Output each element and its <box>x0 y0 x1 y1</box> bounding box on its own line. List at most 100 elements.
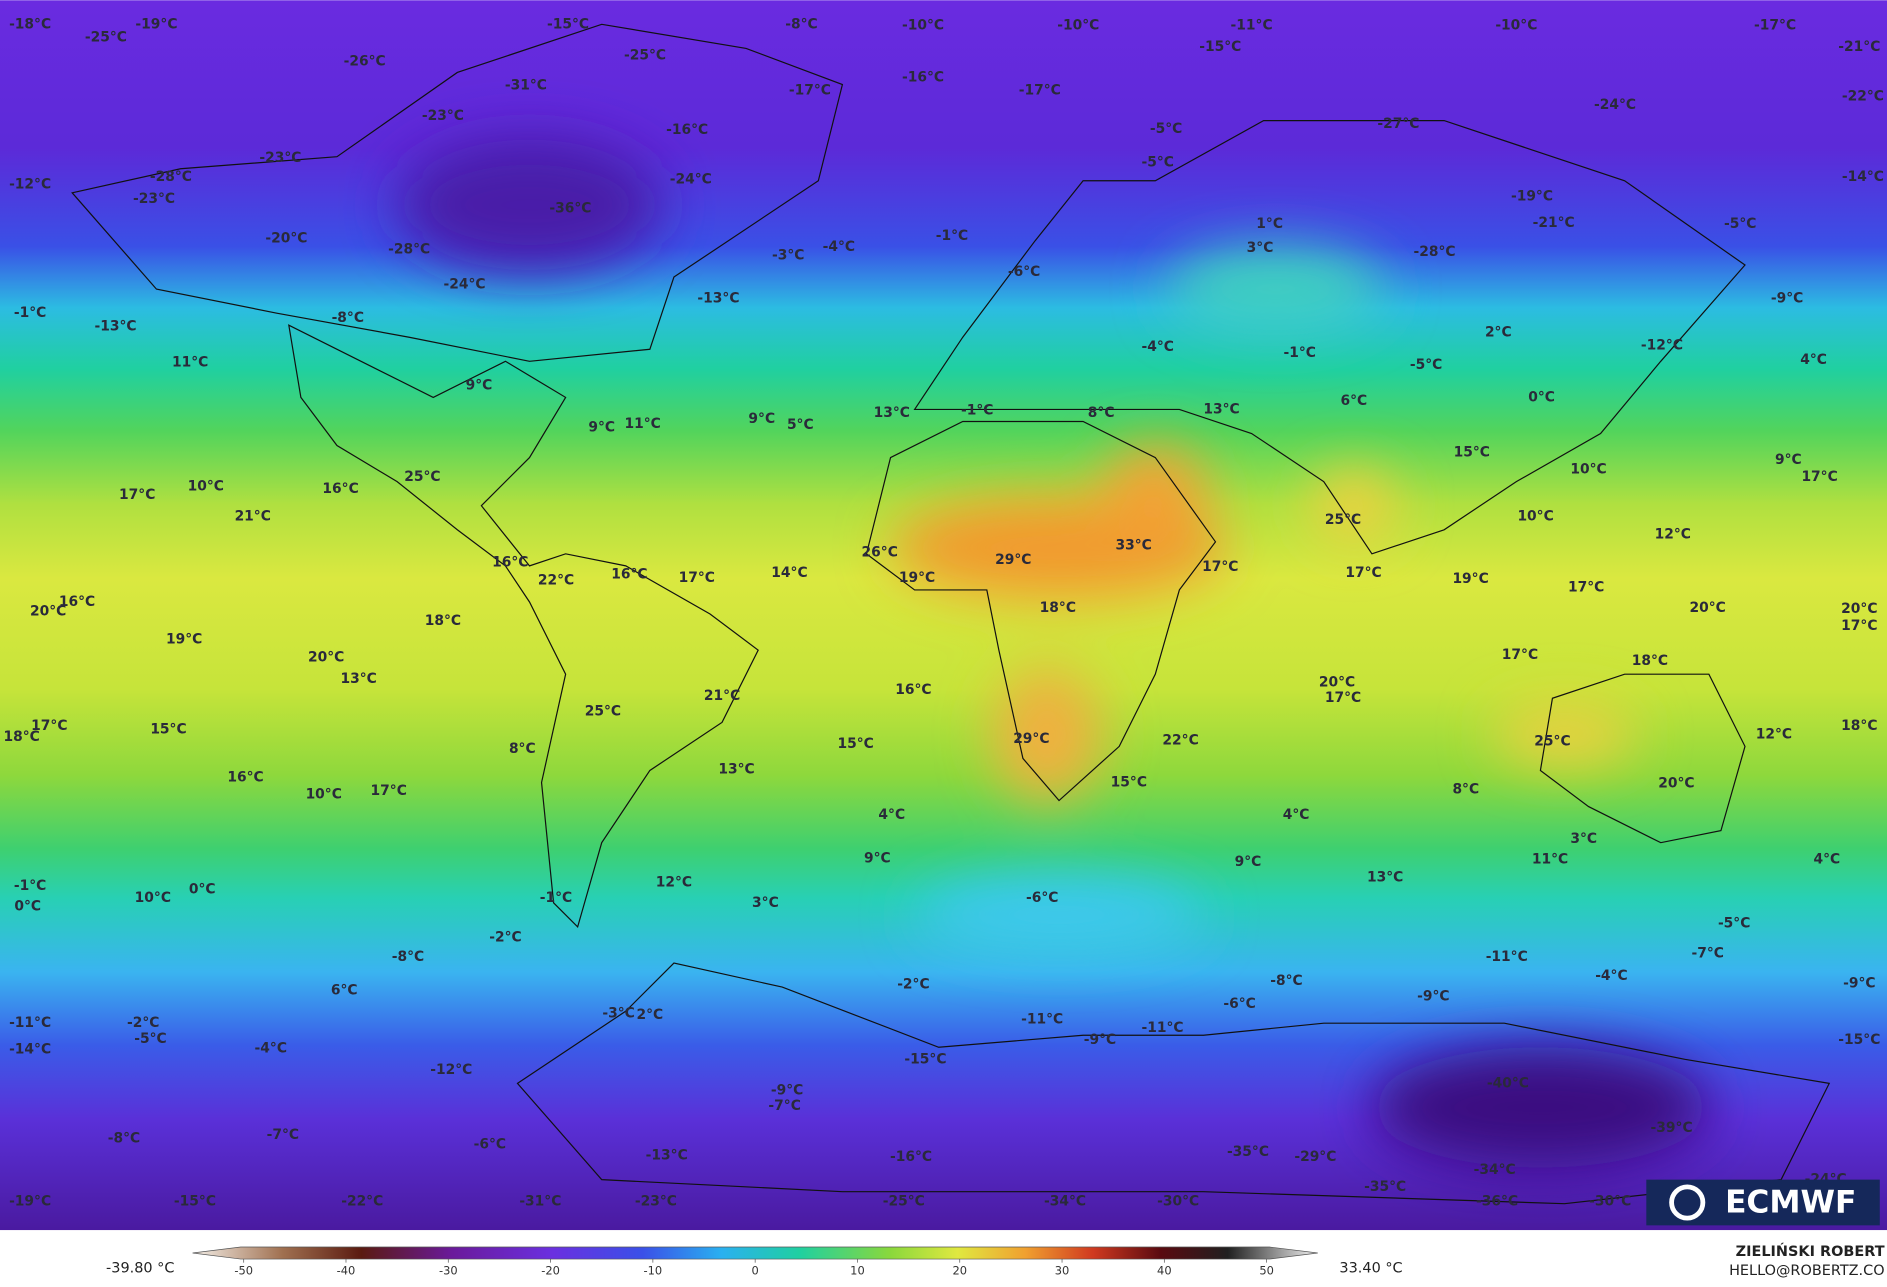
temperature-label: 33°C <box>1115 537 1151 553</box>
temperature-label: 10°C <box>188 478 224 494</box>
temperature-label: 16°C <box>59 594 95 610</box>
colorbar-tick-label: 10 <box>850 1264 865 1278</box>
temperature-label: -10°C <box>1057 18 1099 34</box>
temperature-label: 17°C <box>1801 469 1837 485</box>
temperature-label: -11°C <box>1231 18 1273 34</box>
temperature-label: 11°C <box>172 354 208 370</box>
temperature-label: -31°C <box>519 1193 561 1209</box>
temperature-label: -36°C <box>1476 1193 1518 1209</box>
temperature-label: -3°C <box>772 247 804 263</box>
temperature-label: -28°C <box>1413 244 1455 260</box>
temperature-label: -5°C <box>1141 155 1173 171</box>
temperature-label: -30°C <box>1589 1193 1631 1209</box>
temperature-label: -19°C <box>9 1193 51 1209</box>
temperature-label: -26°C <box>344 54 386 70</box>
temperature-label: 4°C <box>1283 807 1310 823</box>
temperature-label: 17°C <box>1345 565 1381 581</box>
temperature-label: -21°C <box>1533 215 1575 231</box>
temperature-label: -1°C <box>14 305 46 321</box>
temperature-label: -23°C <box>259 150 301 166</box>
temperature-label: 9°C <box>466 377 493 393</box>
temperature-label: -10°C <box>902 18 944 34</box>
temperature-label: 2°C <box>1485 324 1512 340</box>
temperature-label: -19°C <box>1511 188 1553 204</box>
temperature-label: 26°C <box>862 545 898 561</box>
temperature-label: 18°C <box>1632 653 1668 669</box>
temperature-label: -9°C <box>771 1083 803 1099</box>
temperature-label: -11°C <box>9 1015 51 1031</box>
temperature-label: -15°C <box>1838 1032 1880 1048</box>
temperature-label: -5°C <box>1718 915 1750 931</box>
temperature-label: 15°C <box>1111 774 1147 790</box>
temperature-label: -6°C <box>1223 996 1255 1012</box>
temperature-label: -1°C <box>1284 345 1316 361</box>
temperature-label: -11°C <box>1486 949 1528 965</box>
temperature-label: 10°C <box>135 890 171 906</box>
temperature-label: -7°C <box>768 1098 800 1114</box>
temperature-label: 17°C <box>119 487 155 503</box>
temperature-label: -17°C <box>789 83 831 99</box>
temperature-label: 0°C <box>189 882 216 898</box>
temperature-label: 4°C <box>1813 852 1840 868</box>
temperature-label: 18°C <box>425 613 461 629</box>
temperature-labels: -18°C -25°C -19°C -15°C -25°C -8°C -10°C -10°C -… <box>4 16 1884 1209</box>
temperature-label: -16°C <box>890 1149 932 1165</box>
logo-icon <box>1669 1184 1706 1221</box>
temperature-label: 20°C <box>1319 675 1355 691</box>
temperature-label: 22°C <box>1162 732 1198 748</box>
temperature-label: -31°C <box>505 78 547 94</box>
temperature-label: 3°C <box>1247 240 1274 256</box>
temperature-label: -19°C <box>135 16 177 32</box>
temperature-label: -8°C <box>785 16 817 32</box>
temperature-label: -9°C <box>1843 975 1875 991</box>
temperature-label: -5°C <box>1724 216 1756 232</box>
temperature-label: 9°C <box>1775 452 1802 468</box>
temperature-label: -13°C <box>646 1148 688 1164</box>
temperature-label: -16°C <box>666 122 708 138</box>
temperature-label: -24°C <box>1594 97 1636 113</box>
temperature-label: 14°C <box>771 565 807 581</box>
temperature-label: 18°C <box>1040 600 1076 616</box>
credit-name: ZIELIŃSKI ROBERT <box>1736 1242 1885 1260</box>
temperature-label: 16°C <box>492 554 528 570</box>
temperature-label: 18°C <box>1841 718 1877 734</box>
temperature-label: 17°C <box>1841 618 1877 634</box>
temperature-label: -28°C <box>388 241 430 257</box>
temperature-label: -39°C <box>1651 1120 1693 1136</box>
temperature-label: -5°C <box>134 1031 166 1047</box>
temperature-label: 17°C <box>1502 647 1538 663</box>
temperature-label: -5°C <box>1150 121 1182 137</box>
temperature-label: -11°C <box>1142 1020 1184 1036</box>
temperature-label: -10°C <box>1495 18 1537 34</box>
temperature-label: 25°C <box>585 703 621 719</box>
colorbar-tick-label: 30 <box>1055 1264 1070 1278</box>
colorbar-tick-label: 40 <box>1157 1264 1172 1278</box>
temperature-label: -34°C <box>1044 1193 1086 1209</box>
temperature-label: 25°C <box>1534 734 1570 750</box>
colorbar-tick-label: -30 <box>439 1264 458 1278</box>
temperature-label: -6°C <box>1008 264 1040 280</box>
temperature-label: 13°C <box>718 761 754 777</box>
temperature-label: -30°C <box>1157 1193 1199 1209</box>
temperature-label: -21°C <box>1838 39 1880 55</box>
temperature-label: 20°C <box>308 649 344 665</box>
temperature-label: -11°C <box>1021 1012 1063 1028</box>
temperature-label: -17°C <box>1019 83 1061 99</box>
temperature-label: 13°C <box>1203 401 1239 417</box>
temperature-label: 22°C <box>538 572 574 588</box>
colorbar-min: -39.80 °C <box>106 1261 174 1277</box>
temperature-label: -13°C <box>697 291 739 307</box>
temperature-label: -23°C <box>133 191 175 207</box>
temperature-label: 8°C <box>1088 405 1115 421</box>
temperature-label: 0°C <box>1528 389 1555 405</box>
temperature-label: -7°C <box>267 1127 299 1143</box>
temperature-label: -4°C <box>823 239 855 255</box>
temperature-label: -24°C <box>670 172 712 188</box>
temperature-label: 4°C <box>1800 352 1827 368</box>
temperature-label: -27°C <box>1377 116 1419 132</box>
temperature-label: -15°C <box>174 1193 216 1209</box>
temperature-label: 8°C <box>509 741 536 757</box>
temperature-label: -22°C <box>1842 89 1884 105</box>
temperature-label: 20°C <box>30 604 66 620</box>
